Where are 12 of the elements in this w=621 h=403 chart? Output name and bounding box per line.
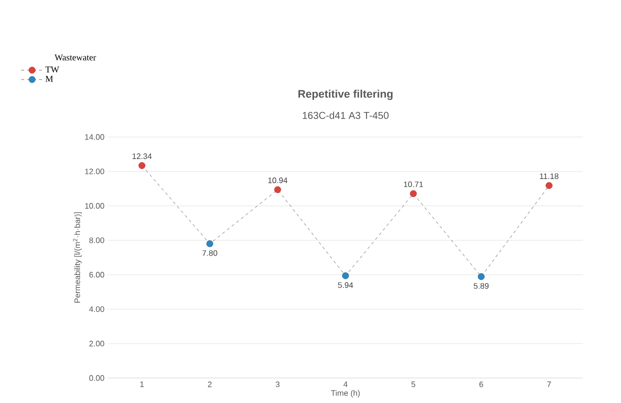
legend-label: M bbox=[46, 76, 53, 82]
point bbox=[546, 182, 552, 189]
chart-subtitle: 163C-d41 A3 T-450 bbox=[302, 112, 389, 119]
point bbox=[410, 190, 417, 198]
legend-label: TW bbox=[45, 66, 60, 72]
chart-title: Repetitive filtering bbox=[298, 90, 393, 100]
point bbox=[342, 272, 349, 280]
point bbox=[138, 162, 146, 169]
point bbox=[206, 240, 214, 248]
legend-title: Wastewater bbox=[54, 54, 96, 60]
point bbox=[274, 186, 282, 194]
point bbox=[478, 273, 485, 280]
